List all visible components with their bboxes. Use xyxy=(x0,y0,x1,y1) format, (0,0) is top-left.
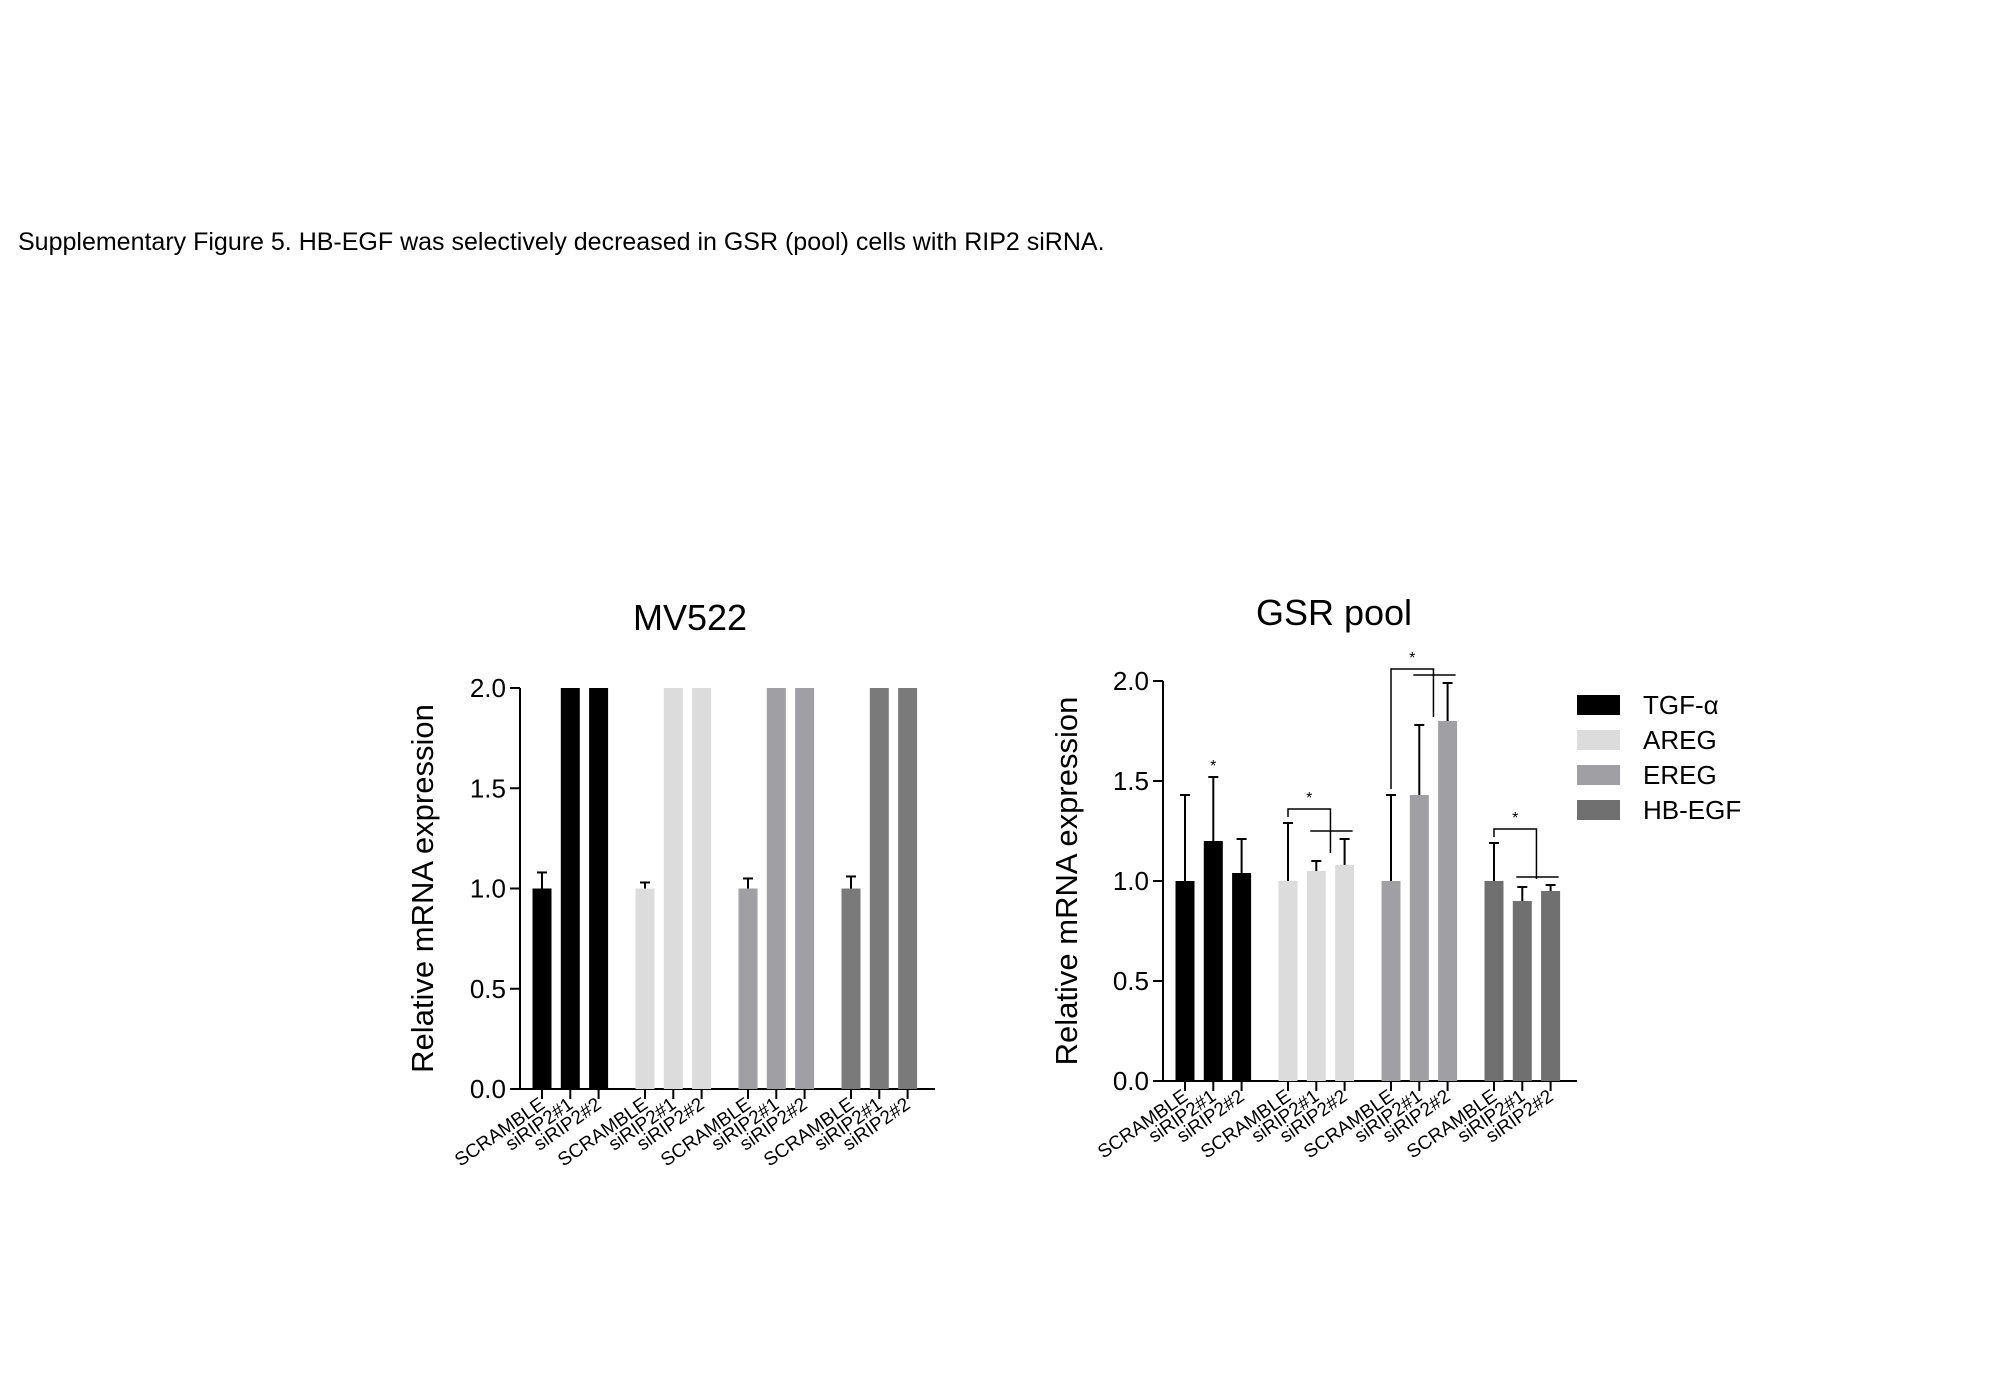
y-tick-label: 1.0 xyxy=(470,874,506,904)
legend-label: AREG xyxy=(1643,725,1717,755)
bar xyxy=(663,688,683,1089)
legend-swatch xyxy=(1577,765,1620,785)
legend-label: HB-EGF xyxy=(1643,795,1741,825)
bar xyxy=(869,688,889,1089)
y-tick-label: 2.0 xyxy=(1113,666,1149,696)
chart-title: MV522 xyxy=(633,597,747,638)
y-tick-label: 2.0 xyxy=(470,673,506,703)
y-tick-label: 0.0 xyxy=(1113,1066,1149,1096)
bar xyxy=(589,688,609,1089)
bar xyxy=(1484,881,1504,1081)
bar xyxy=(1512,901,1532,1081)
significance-bracket xyxy=(1493,828,1538,879)
legend-swatch xyxy=(1577,800,1620,820)
bar xyxy=(635,888,655,1089)
caption: Supplementary Figure 5. HB-EGF was selec… xyxy=(18,228,1105,256)
bar xyxy=(1335,865,1355,1081)
significance-star: * xyxy=(1409,650,1415,667)
y-tick-label: 0.0 xyxy=(470,1074,506,1104)
bar xyxy=(1175,881,1195,1081)
legend-swatch xyxy=(1577,730,1620,750)
bar xyxy=(1438,721,1458,1081)
significance-star: * xyxy=(1512,810,1518,827)
y-tick-label: 0.5 xyxy=(470,974,506,1004)
significance-star: * xyxy=(1306,790,1312,807)
bar xyxy=(692,688,712,1089)
bar xyxy=(1381,881,1401,1081)
y-tick-label: 1.5 xyxy=(470,773,506,803)
y-axis-label: Relative mRNA expression xyxy=(1049,697,1084,1066)
legend-label: TGF-α xyxy=(1643,690,1719,720)
significance-star: * xyxy=(1210,758,1216,775)
y-tick-label: 1.5 xyxy=(1113,766,1149,796)
bar xyxy=(1232,873,1252,1081)
bar xyxy=(795,688,815,1089)
y-tick-label: 1.0 xyxy=(1113,866,1149,896)
y-tick-label: 0.5 xyxy=(1113,966,1149,996)
bar xyxy=(532,888,552,1089)
bar xyxy=(1278,881,1298,1081)
bar xyxy=(841,888,861,1089)
bar xyxy=(1409,795,1429,1081)
legend-swatch xyxy=(1577,695,1620,715)
significance-bracket xyxy=(1390,668,1435,789)
bar xyxy=(1203,841,1223,1081)
bar xyxy=(1306,871,1326,1081)
y-axis-label: Relative mRNA expression xyxy=(405,704,440,1073)
legend-label: EREG xyxy=(1643,760,1717,790)
bar xyxy=(898,688,918,1089)
bar xyxy=(766,688,786,1089)
bar xyxy=(1541,891,1561,1081)
bar xyxy=(738,888,758,1089)
chart-title: GSR pool xyxy=(1256,592,1412,633)
bar xyxy=(560,688,580,1089)
